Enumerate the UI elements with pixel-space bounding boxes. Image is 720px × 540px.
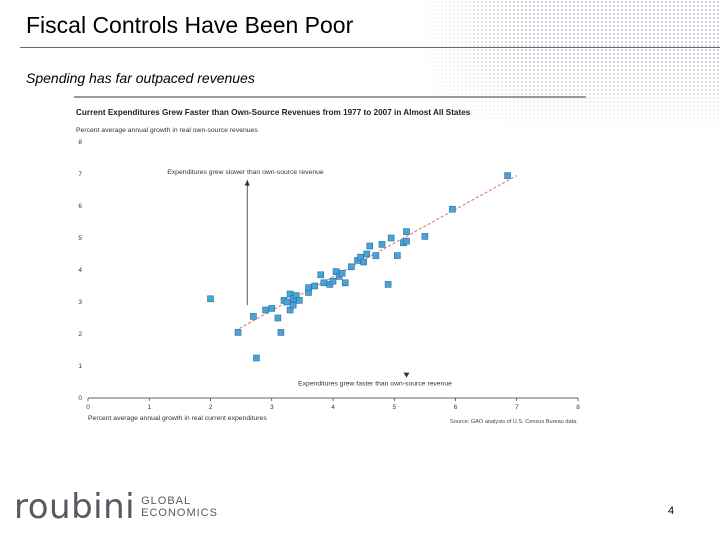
data-point (378, 241, 386, 248)
logo-line-global: GLOBAL (141, 494, 192, 507)
chart-header-bar (74, 96, 586, 98)
chart-title: Current Expenditures Grew Faster than Ow… (76, 108, 471, 117)
data-point (394, 252, 401, 259)
data-point (366, 242, 374, 250)
y-tick-label: 4 (78, 267, 82, 274)
x-tick-label: 2 (209, 404, 213, 411)
data-point (348, 263, 355, 271)
annotation-arrow-down-head (403, 372, 410, 378)
y-tick-label: 2 (78, 331, 82, 338)
data-point (253, 354, 260, 362)
y-tick-label: 5 (78, 235, 82, 242)
x-tick-label: 6 (454, 404, 458, 411)
annotation-faster-label: Expenditures grew faster than own-source… (298, 381, 452, 388)
data-point (384, 281, 392, 288)
data-point (311, 282, 318, 290)
data-point (504, 172, 511, 179)
chart-axes: 0 1 2 3 4 5 6 7 8 0 1 2 3 4 5 6 7 8 (78, 139, 580, 411)
y-tick-label: 6 (78, 203, 82, 210)
data-point (341, 279, 349, 287)
data-point (234, 329, 242, 336)
y-tick-label: 1 (78, 363, 82, 370)
x-tick-label: 0 (86, 404, 90, 411)
slide-subtitle: Spending has far outpaced revenues (26, 70, 255, 86)
annotation-slower-label: Expenditures grew slower than own-source… (167, 169, 324, 176)
annotation-arrow-up-head (244, 179, 250, 186)
data-point (403, 228, 410, 235)
data-point (363, 250, 370, 258)
y-tick-label: 8 (78, 139, 82, 146)
data-points (207, 172, 511, 362)
x-tick-label: 3 (270, 404, 274, 411)
data-point (449, 205, 456, 213)
slide-title: Fiscal Controls Have Been Poor (26, 12, 354, 38)
x-tick-label: 1 (147, 404, 151, 411)
x-tick-label: 4 (331, 404, 335, 411)
data-point (387, 234, 395, 242)
logo-wordmark: roubini (14, 487, 136, 527)
data-point (403, 237, 410, 245)
map-fade (420, 60, 720, 130)
data-point (268, 305, 276, 312)
data-point (329, 277, 337, 285)
roubini-logo: roubini GLOBAL ECONOMICS (14, 490, 218, 524)
data-point (207, 295, 214, 303)
data-point (305, 284, 312, 291)
y-tick-label: 7 (78, 171, 82, 178)
x-tick-label: 5 (392, 404, 396, 411)
title-divider (20, 47, 720, 48)
data-point (320, 279, 328, 287)
data-point (317, 271, 325, 279)
page-number: 4 (668, 505, 675, 517)
data-point (274, 314, 282, 322)
x-tick-label: 7 (515, 404, 519, 411)
logo-subtext: GLOBAL ECONOMICS (141, 495, 218, 519)
y-axis-label: Percent average annual growth in real ow… (76, 127, 258, 134)
scatter-chart: Current Expenditures Grew Faster than Ow… (74, 96, 586, 425)
y-tick-label: 3 (78, 299, 82, 306)
annotations-group (244, 179, 410, 378)
x-axis-label: Percent average annual growth in real cu… (88, 415, 267, 422)
data-point (296, 297, 303, 304)
data-point (283, 298, 291, 306)
chart-source: Source: GAO analysis of U.S. Census Bure… (450, 419, 578, 425)
data-point (289, 301, 297, 309)
data-point (360, 258, 367, 266)
data-point (421, 233, 429, 240)
data-point (262, 306, 269, 314)
data-point (338, 269, 346, 277)
data-point (277, 329, 285, 336)
y-tick-label: 0 (78, 395, 82, 402)
data-point (250, 313, 257, 320)
x-tick-label: 8 (576, 404, 580, 411)
logo-line-economics: ECONOMICS (141, 507, 218, 519)
data-point (372, 252, 380, 259)
